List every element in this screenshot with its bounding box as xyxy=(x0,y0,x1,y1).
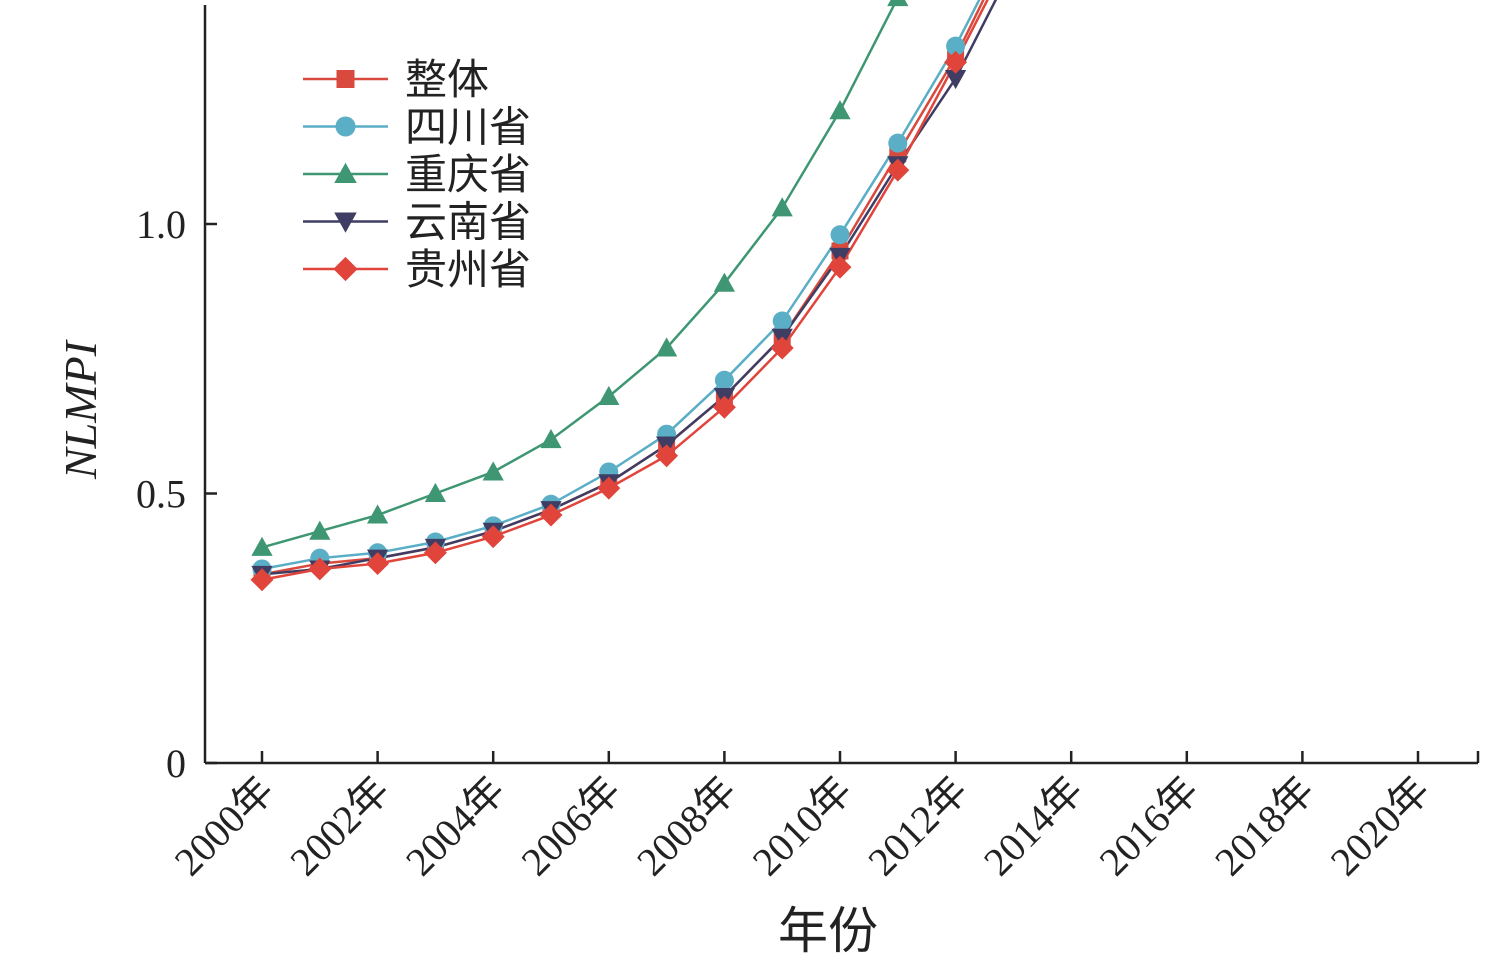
data-point xyxy=(423,541,447,565)
legend-label: 整体 xyxy=(405,55,489,104)
x-tick-label: 2016年 xyxy=(1090,768,1207,885)
data-point xyxy=(251,536,273,556)
legend-marker xyxy=(334,212,357,233)
data-point xyxy=(946,36,966,56)
legend-marker xyxy=(334,162,357,183)
data-point xyxy=(772,311,792,331)
data-point xyxy=(655,337,678,357)
data-point xyxy=(944,50,968,74)
x-tick-label: 2008年 xyxy=(628,768,745,885)
x-tick-label: 2018年 xyxy=(1206,768,1323,885)
data-point xyxy=(887,0,909,7)
series-markers-4 xyxy=(250,50,968,592)
data-point xyxy=(713,272,736,292)
data-point xyxy=(830,225,850,245)
series-line-2 xyxy=(261,0,898,549)
data-point xyxy=(829,100,851,120)
axes xyxy=(203,5,1480,765)
legend-marker xyxy=(335,116,356,137)
series-line-4 xyxy=(261,0,989,581)
legend-label: 重庆省 xyxy=(405,150,531,199)
data-point xyxy=(539,503,563,527)
data-point xyxy=(424,482,447,502)
legend-item-1: 四川省 xyxy=(303,103,531,152)
legend-item-4: 贵州省 xyxy=(303,245,531,294)
data-point xyxy=(308,557,332,581)
x-axis-title: 年份 xyxy=(778,902,878,960)
series-line-3 xyxy=(261,0,998,576)
data-point xyxy=(250,568,274,592)
data-point xyxy=(482,461,504,481)
data-point xyxy=(771,197,793,217)
x-tick-label: 2010年 xyxy=(744,768,861,885)
x-tick-label: 2006年 xyxy=(512,768,629,885)
data-point xyxy=(828,255,852,279)
y-ticks: 00.51.01.52.02.5 xyxy=(136,202,217,786)
data-point xyxy=(598,385,620,405)
data-point xyxy=(366,552,390,576)
legend-item-2: 重庆省 xyxy=(303,150,531,199)
data-point xyxy=(712,395,736,419)
data-point xyxy=(888,133,908,153)
series-markers xyxy=(250,0,968,592)
legend-item-0: 整体 xyxy=(303,55,489,104)
legend-label: 四川省 xyxy=(405,103,531,152)
data-point xyxy=(714,370,734,390)
data-point xyxy=(481,525,505,549)
y-tick-label: 0 xyxy=(166,741,186,786)
x-tick-label: 2002年 xyxy=(281,768,398,885)
data-point xyxy=(655,444,679,468)
data-point xyxy=(770,336,794,360)
x-tick-label: 2014年 xyxy=(975,768,1092,885)
y-axis-title: NLMPI xyxy=(55,338,106,480)
data-point xyxy=(944,69,967,90)
legend-label: 贵州省 xyxy=(405,245,531,294)
x-tick-label: 2012年 xyxy=(859,768,976,885)
data-point xyxy=(309,520,331,540)
x-tick-label: 2020年 xyxy=(1322,768,1439,885)
series-markers-2 xyxy=(251,0,909,556)
x-ticks: 2000年2002年2004年2006年2008年2010年2012年2014年… xyxy=(166,751,1439,885)
legend-marker xyxy=(336,70,355,88)
data-point xyxy=(366,504,389,524)
y-tick-label: 0.5 xyxy=(136,472,186,517)
data-point xyxy=(540,428,562,449)
legend-label: 云南省 xyxy=(405,198,531,247)
legend-item-3: 云南省 xyxy=(303,198,531,247)
y-tick-label: 1.0 xyxy=(136,202,186,247)
data-point xyxy=(886,158,910,182)
legend-marker xyxy=(333,256,358,282)
data-point xyxy=(597,476,621,500)
x-tick-label: 2004年 xyxy=(397,768,514,885)
